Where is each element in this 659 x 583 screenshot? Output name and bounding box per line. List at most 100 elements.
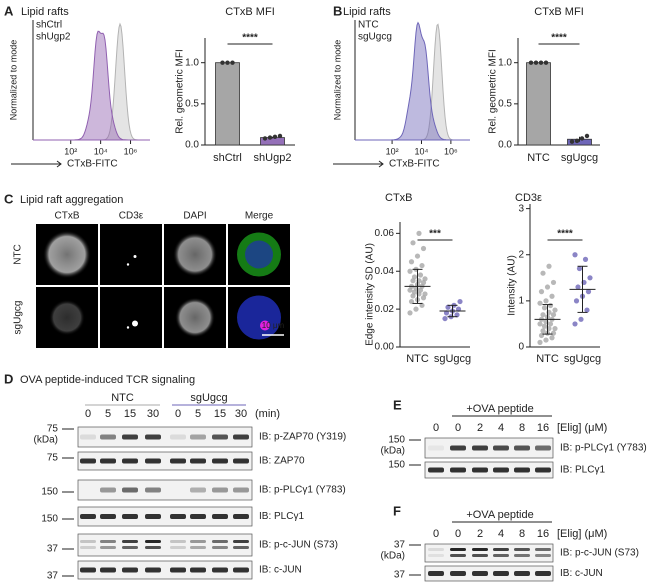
- band: [472, 467, 488, 473]
- lane-label: 5: [105, 408, 111, 420]
- data-point: [549, 335, 555, 341]
- data-point: [408, 298, 415, 305]
- cell: [175, 297, 215, 338]
- data-point: [272, 134, 278, 139]
- data-point: [572, 321, 578, 327]
- arrow-head: [378, 160, 384, 168]
- scale-bar-label: 10 μm: [262, 321, 285, 330]
- band: [100, 487, 116, 493]
- data-point: [540, 312, 546, 318]
- lane-label: 16: [537, 422, 549, 434]
- data-point: [540, 270, 546, 276]
- band: [233, 567, 249, 573]
- data-point: [422, 291, 428, 297]
- blot: [77, 560, 253, 580]
- group-label: NTC: [111, 392, 134, 404]
- data-point: [550, 312, 557, 318]
- y-tick-label: 1: [518, 296, 524, 307]
- band: [212, 487, 228, 493]
- significance: ****: [242, 33, 258, 44]
- mw-marker: 150: [41, 514, 58, 525]
- band: [493, 445, 509, 451]
- band: [514, 467, 530, 473]
- data-point: [537, 339, 543, 345]
- band: [233, 546, 249, 549]
- band: [190, 458, 206, 464]
- lane-label: 15: [214, 408, 226, 420]
- significance: ****: [551, 33, 567, 44]
- panel-letter: F: [393, 503, 401, 518]
- x-tick-label: sgUgcg: [561, 152, 598, 164]
- mw-marker: 150: [41, 487, 58, 498]
- band: [122, 514, 138, 519]
- data-point: [533, 60, 539, 65]
- data-point: [267, 135, 273, 140]
- y-tick-label: 0.0: [185, 140, 199, 151]
- band: [80, 458, 96, 464]
- band: [80, 540, 96, 543]
- mw-marker: 75: [47, 424, 59, 435]
- data-point: [262, 136, 268, 141]
- cell: [245, 240, 273, 269]
- data-point: [413, 306, 419, 312]
- data-point: [408, 259, 415, 265]
- blot-label: IB: p-c-JUN (S73): [560, 548, 639, 559]
- band: [493, 571, 509, 576]
- data-point: [550, 279, 557, 286]
- lane-label: 30: [235, 408, 247, 420]
- x-tick-label: 10⁴: [94, 146, 108, 156]
- band: [233, 434, 249, 440]
- legend-label: NTC: [358, 20, 379, 31]
- band: [122, 567, 138, 573]
- column-label: CTxB: [55, 211, 80, 222]
- band: [170, 458, 186, 464]
- data-point: [569, 139, 575, 144]
- group-label: sgUgcg: [190, 392, 227, 404]
- data-point: [407, 310, 413, 316]
- row-label: NTC: [13, 244, 24, 265]
- band: [428, 548, 444, 551]
- band: [233, 458, 249, 464]
- lane-unit: (min): [255, 408, 280, 420]
- blot-label: IB: PLCγ1: [259, 511, 304, 522]
- data-point: [547, 302, 554, 309]
- data-point: [572, 252, 578, 258]
- blot-label: IB: p-PLCγ1 (Y783): [560, 443, 647, 454]
- y-tick-label: 0.0: [498, 140, 512, 151]
- blot: [77, 506, 253, 527]
- data-point: [552, 325, 558, 332]
- band: [80, 546, 96, 549]
- band: [212, 434, 228, 440]
- y-tick-label: 0.00: [375, 342, 395, 353]
- mw-marker: 37: [394, 540, 406, 551]
- lane-label: 2: [477, 422, 483, 434]
- mw-marker: 37: [394, 570, 406, 581]
- data-point: [225, 60, 230, 65]
- band: [145, 434, 161, 440]
- x-tick-label: sgUgcg: [564, 353, 601, 365]
- data-point: [420, 245, 427, 252]
- y-tick-label: 2: [518, 249, 524, 260]
- data-point: [538, 289, 545, 295]
- blot-label: IB: ZAP70: [259, 456, 305, 467]
- panel-letter: B: [333, 3, 342, 18]
- x-tick-label: 10²: [64, 146, 77, 156]
- y-axis-label: Normalized to mode: [332, 40, 342, 121]
- lane-label: 0: [433, 422, 439, 434]
- band: [100, 458, 116, 464]
- cell-dot: [133, 255, 137, 258]
- blot-label: IB: p-ZAP70 (Y319): [259, 432, 346, 443]
- data-point: [578, 316, 584, 322]
- data-point: [587, 275, 593, 281]
- y-tick-label: 0.04: [375, 266, 395, 277]
- data-point: [549, 293, 555, 299]
- band: [493, 554, 509, 557]
- data-point: [537, 321, 543, 327]
- band: [450, 548, 466, 551]
- mw-unit: (kDa): [381, 446, 405, 457]
- cell: [237, 295, 281, 340]
- data-point: [584, 307, 590, 313]
- band: [190, 514, 206, 519]
- band: [450, 554, 466, 557]
- data-point: [445, 304, 451, 310]
